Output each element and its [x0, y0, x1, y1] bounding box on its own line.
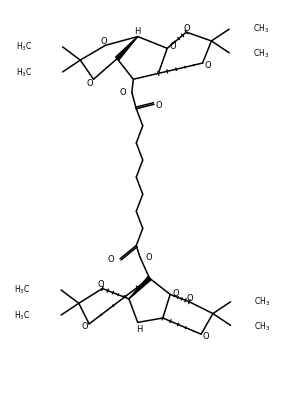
Text: O: O: [87, 79, 93, 88]
Polygon shape: [115, 38, 138, 61]
Text: CH$_3$: CH$_3$: [254, 319, 270, 332]
Text: CH$_3$: CH$_3$: [254, 294, 270, 307]
Text: H$_3$C: H$_3$C: [16, 40, 32, 52]
Text: H$_3$C: H$_3$C: [14, 309, 31, 321]
Text: H$_3$C: H$_3$C: [14, 282, 31, 295]
Text: O: O: [81, 321, 88, 330]
Text: O: O: [108, 255, 114, 263]
Text: O: O: [183, 24, 190, 33]
Text: CH$_3$: CH$_3$: [253, 22, 269, 35]
Text: O: O: [98, 280, 104, 289]
Text: O: O: [156, 101, 162, 109]
Text: H: H: [135, 27, 141, 36]
Text: H: H: [136, 324, 143, 333]
Text: O: O: [145, 253, 152, 261]
Text: O: O: [169, 42, 176, 51]
Text: H$_3$C: H$_3$C: [16, 66, 32, 79]
Text: O: O: [120, 87, 127, 96]
Polygon shape: [129, 277, 151, 299]
Text: O: O: [173, 289, 179, 298]
Text: O: O: [101, 37, 107, 46]
Text: O: O: [204, 61, 211, 70]
Text: O: O: [203, 331, 209, 340]
Text: O: O: [186, 293, 193, 302]
Text: CH$_3$: CH$_3$: [253, 47, 269, 60]
